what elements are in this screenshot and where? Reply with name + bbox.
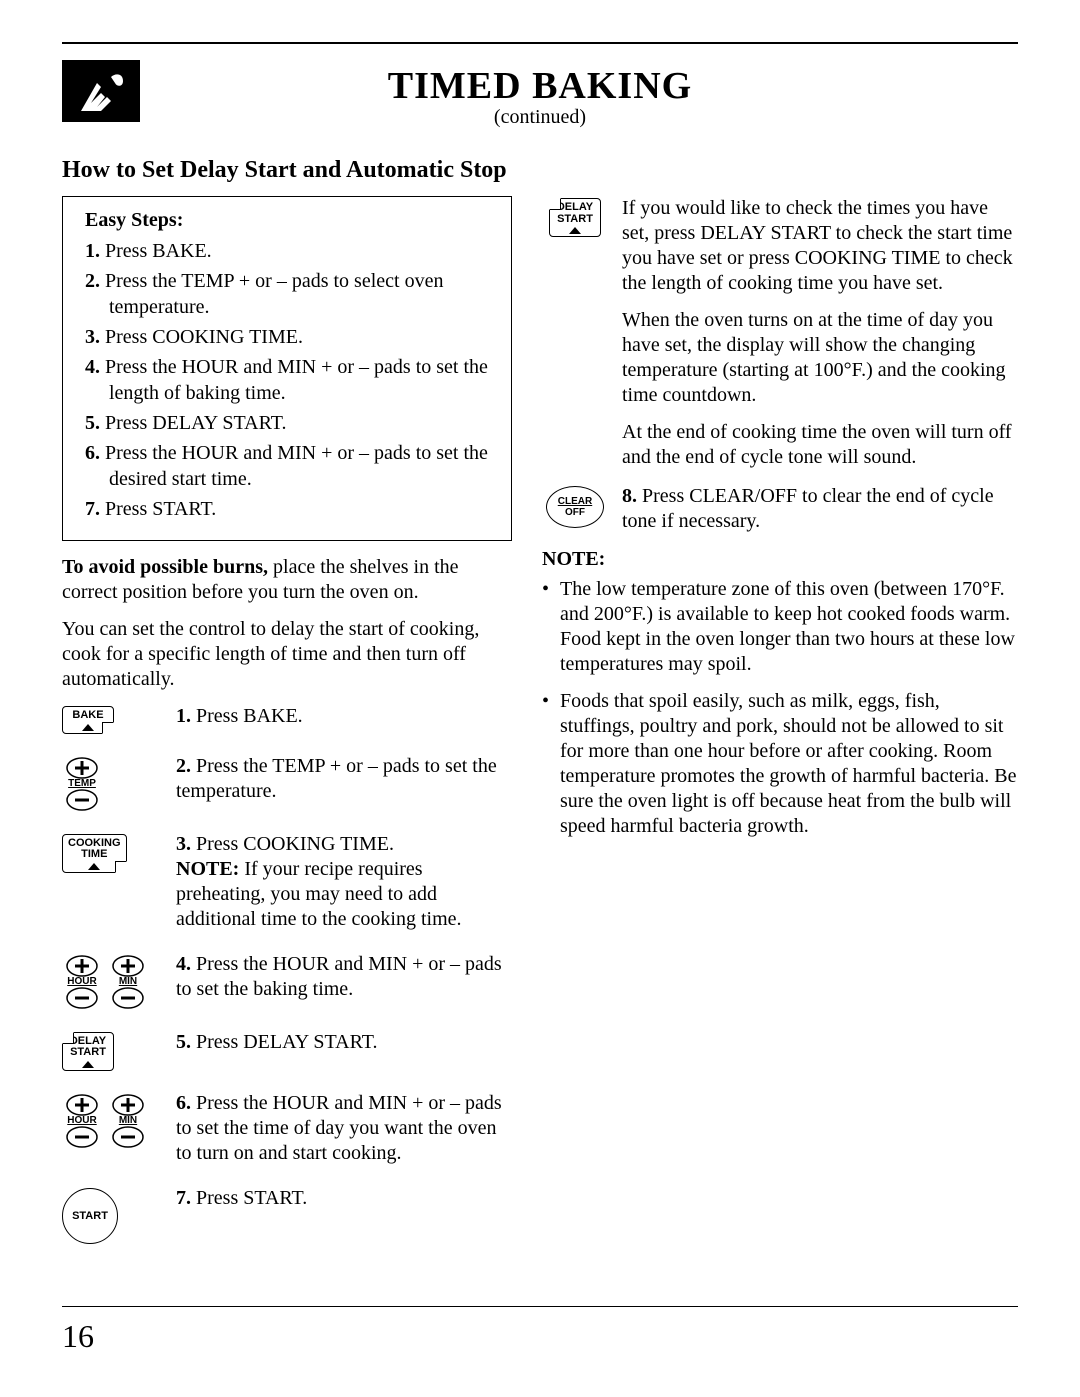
note-list: The low temperature zone of this oven (b… — [542, 577, 1018, 839]
page-subtitle: (continued) — [62, 106, 1018, 129]
right-column: DELAY START If you would like to check t… — [542, 196, 1018, 1264]
clear-off-pad-icon: CLEAR OFF — [542, 484, 608, 528]
page: TIMED BAKING (continued) How to Set Dela… — [0, 0, 1080, 1397]
detailed-step-5: DELAY START 5. Press DELAY START. — [62, 1030, 512, 1071]
delay-start-pad-icon-2: DELAY START — [542, 196, 608, 237]
easy-steps-header: Easy Steps: — [85, 209, 489, 232]
note-header: NOTE: — [542, 548, 1018, 571]
easy-step-item: 3. Press COOKING TIME. — [85, 324, 489, 350]
easy-step-item: 4. Press the HOUR and MIN + or – pads to… — [85, 354, 489, 406]
easy-step-item: 6. Press the HOUR and MIN + or – pads to… — [85, 440, 489, 492]
temp-pad-icon: TEMP — [62, 754, 162, 812]
right-delay-check: DELAY START If you would like to check t… — [542, 196, 1018, 470]
detailed-step-6: HOUR MIN 6. Press the HOUR and MIN + or … — [62, 1091, 512, 1166]
detailed-step-2: TEMP 2. Press the TEMP + or – pads to se… — [62, 754, 512, 812]
detailed-step-7: START 7. Press START. — [62, 1186, 512, 1244]
bake-pad-icon: BAKE — [62, 704, 162, 734]
easy-steps-list: 1. Press BAKE. 2. Press the TEMP + or – … — [85, 238, 489, 522]
hour-min-pad-icon-2: HOUR MIN — [62, 1091, 162, 1149]
hour-min-pad-icon: HOUR MIN — [62, 952, 162, 1010]
logo-icon — [62, 60, 140, 122]
easy-step-item: 1. Press BAKE. — [85, 238, 489, 264]
cooking-time-pad-icon: COOKING TIME — [62, 832, 162, 873]
delay-start-pad-icon: DELAY START — [62, 1030, 162, 1071]
easy-step-item: 7. Press START. — [85, 496, 489, 522]
page-number: 16 — [62, 1318, 94, 1355]
note-item: Foods that spoil easily, such as milk, e… — [542, 689, 1018, 839]
detailed-step-3: COOKING TIME 3. Press COOKING TIME. NOTE… — [62, 832, 512, 932]
header: TIMED BAKING (continued) — [62, 56, 1018, 129]
detailed-step-1: BAKE 1. Press BAKE. — [62, 704, 512, 734]
note-item: The low temperature zone of this oven (b… — [542, 577, 1018, 677]
easy-step-item: 2. Press the TEMP + or – pads to select … — [85, 268, 489, 320]
top-rule — [62, 42, 1018, 44]
easy-step-item: 5. Press DELAY START. — [85, 410, 489, 436]
start-pad-icon: START — [62, 1186, 162, 1244]
easy-steps-box: Easy Steps: 1. Press BAKE. 2. Press the … — [62, 196, 512, 541]
section-title: How to Set Delay Start and Automatic Sto… — [62, 157, 1018, 184]
bottom-rule — [62, 1306, 1018, 1307]
left-column: Easy Steps: 1. Press BAKE. 2. Press the … — [62, 196, 512, 1264]
right-step-8: CLEAR OFF 8. Press CLEAR/OFF to clear th… — [542, 484, 1018, 534]
content-columns: Easy Steps: 1. Press BAKE. 2. Press the … — [62, 196, 1018, 1264]
intro-para: You can set the control to delay the sta… — [62, 617, 512, 692]
detailed-step-4: HOUR MIN 4. Press the HOUR and MIN + or … — [62, 952, 512, 1010]
page-title: TIMED BAKING — [62, 56, 1018, 108]
warning-para: To avoid possible burns, place the shelv… — [62, 555, 512, 605]
